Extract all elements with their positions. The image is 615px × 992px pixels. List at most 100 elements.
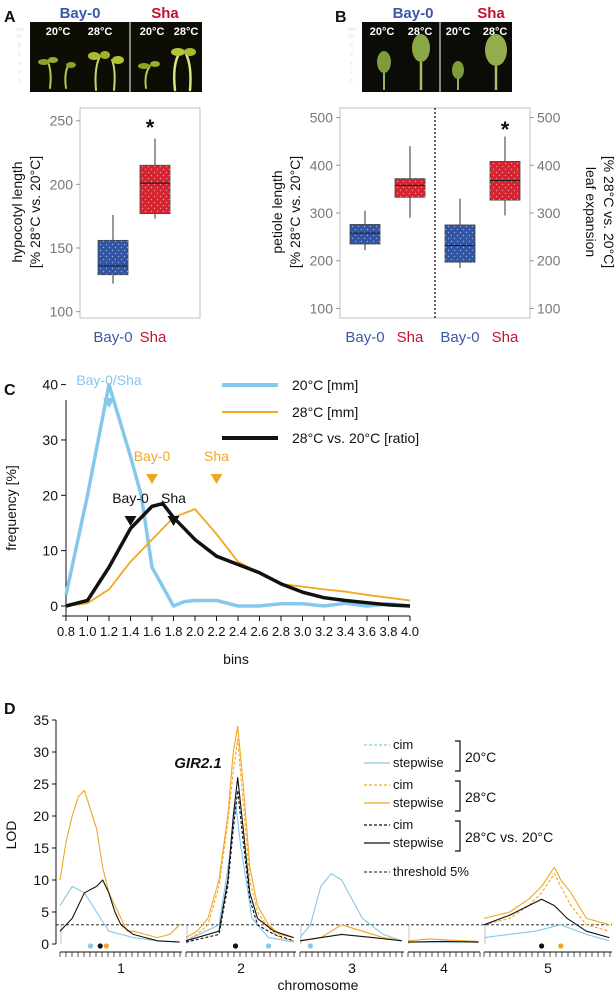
svg-text:mm: mm (348, 27, 356, 33)
qtl-marker-7 (539, 943, 544, 948)
chromosome-label-4: 4 (440, 960, 448, 976)
photo-a-t20-sha: 20°C (140, 26, 165, 38)
chart-a-category-sha: Sha (140, 329, 167, 346)
legend-d-cim-ratio-label: cim (393, 817, 413, 832)
x-tick-label: 2.6 (250, 624, 268, 639)
photo-a-scale: mm 10 8 6 4 2 0 (16, 27, 24, 84)
lod-ratio-stepwise-chr2 (186, 778, 294, 941)
x-tick-label: 3.4 (336, 624, 354, 639)
box-texture (445, 225, 475, 262)
svg-text:8: 8 (18, 43, 21, 49)
legend-d-group-20: 20°C (465, 749, 496, 765)
y-tick-label: 35 (33, 712, 49, 728)
x-tick-label: 1.4 (121, 624, 139, 639)
series-line-1 (66, 509, 410, 606)
legend-label-ratio: 28°C vs. 20°C [ratio] (292, 430, 419, 446)
chart-a-y-axis: 100 150 200 250 (50, 113, 80, 320)
y-tick-label: 200 (50, 176, 74, 192)
chromosome-label-1: 1 (117, 960, 125, 976)
chart-b-category-bay0-2: Bay-0 (440, 329, 479, 346)
x-tick-label: 1.0 (78, 624, 96, 639)
panel-label-a: A (4, 9, 16, 26)
svg-text:0: 0 (350, 78, 353, 84)
legend-d-group-ratio: 28°C vs. 20°C (465, 829, 553, 845)
chart-c-ylabel: frequency [%] (3, 465, 19, 551)
chart-b-y-axis-right: 100 200 300 400 500 (530, 110, 561, 317)
legend-d-step-28-label: stepwise (393, 795, 444, 810)
chart-d-xlabel: chromosome (278, 977, 359, 992)
lod-28c-stepwise-chr5 (484, 867, 609, 925)
chart-d-peak-label: GIR2.1 (174, 755, 222, 772)
box-texture (350, 224, 380, 244)
annotation-label-0: Bay-0/Sha (76, 372, 142, 388)
chart-b-significance: * (501, 117, 510, 142)
chromosome-label-3: 3 (348, 960, 356, 976)
photo-a-bay0-label: Bay-0 (60, 5, 101, 22)
y-tick-label: 0 (50, 598, 58, 614)
lod-20c-stepwise-chr2 (186, 803, 294, 942)
legend-d-cim-28-label: cim (393, 777, 413, 792)
panel-label-d: D (4, 701, 16, 718)
annotation-arrow-1 (146, 474, 158, 484)
chromosome-label-5: 5 (544, 960, 552, 976)
y-tick-label: 10 (42, 543, 58, 559)
chart-a-hypocotyl: 100 150 200 250 * Bay-0 Sha hypocotyl lengt… (9, 108, 200, 346)
chart-c-frequency: 0 10 20 30 40 0.8 1.0 1.2 1.4 1.6 1.8 2.0 2.2 2.4 2.6 2… (3, 372, 419, 667)
svg-text:mm: mm (16, 27, 24, 33)
y-tick-label-right: 300 (537, 205, 561, 221)
chart-a-significance: * (146, 115, 155, 140)
photo-a-t28-sha: 28°C (174, 26, 199, 38)
x-tick-label: 1.8 (164, 624, 182, 639)
chart-b-category-sha-2: Sha (492, 329, 519, 346)
series-line-2 (66, 504, 410, 606)
qtl-marker-6 (308, 943, 313, 948)
box-texture (98, 240, 128, 274)
panel-label-b: B (335, 9, 347, 26)
svg-text:6: 6 (350, 52, 353, 58)
svg-text:4: 4 (350, 61, 353, 67)
chart-d-legend: cim stepwise 20°C cim stepwise 28°C cim … (364, 737, 553, 879)
chart-d-ylabel: LOD (3, 821, 19, 850)
qtl-marker-0 (88, 943, 93, 948)
legend-d-threshold-label: threshold 5% (393, 864, 469, 879)
legend-d-step-20-label: stepwise (393, 755, 444, 770)
box-texture (395, 179, 425, 198)
chromosome-label-2: 2 (237, 960, 245, 976)
photo-a-sha-label: Sha (151, 5, 179, 22)
box-bay0-2 (445, 199, 475, 268)
photo-panel-a: Bay-0 Sha 20°C 28°C 20°C 28°C mm 10 8 6 … (16, 5, 202, 92)
box-bay0-0 (350, 211, 380, 251)
lod-28c-cim-chr5 (484, 874, 609, 932)
chart-b-ylabel-left-line1: petiole length (269, 170, 285, 253)
x-tick-label: 1.6 (143, 624, 161, 639)
chart-b-ylabel-left-line2: [% 28°C vs. 20°C] (287, 156, 303, 268)
x-tick-label: 2.8 (272, 624, 290, 639)
chart-b-petiole-leaf: 100200300400500 100200300400500 * Bay-0 … (269, 108, 615, 346)
x-tick-label: 2.2 (207, 624, 225, 639)
y-tick-label: 30 (42, 432, 58, 448)
qtl-marker-4 (233, 943, 238, 948)
svg-text:4: 4 (18, 61, 21, 67)
chart-b-ylabel-right-line2: [% 28°C vs. 20°C] (601, 156, 615, 268)
legend-d-cim-20-label: cim (393, 737, 413, 752)
y-tick-label-right: 500 (537, 110, 561, 126)
y-tick-label: 150 (50, 240, 74, 256)
x-tick-label: 3.6 (358, 624, 376, 639)
svg-text:8: 8 (350, 43, 353, 49)
box-sha-1 (395, 146, 425, 218)
lod-ratio-stepwise-chr5 (484, 899, 609, 937)
lod-20c-stepwise-chr1 (60, 886, 180, 942)
annotation-label-3: Bay-0 (112, 490, 149, 506)
svg-text:0: 0 (18, 78, 21, 84)
photo-b-bay0-label: Bay-0 (393, 5, 434, 22)
x-tick-label: 0.8 (57, 624, 75, 639)
y-tick-label: 10 (33, 872, 49, 888)
x-tick-label: 4.0 (401, 624, 419, 639)
x-tick-label: 2.4 (229, 624, 247, 639)
photo-a-t20-bay0: 20°C (46, 26, 71, 38)
lod-28c-stepwise-chr1 (60, 790, 180, 937)
annotation-label-4: Sha (161, 490, 186, 506)
chart-c-xlabel: bins (223, 651, 249, 667)
panel-label-c: C (4, 382, 16, 399)
annotation-label-1: Bay-0 (134, 448, 171, 464)
